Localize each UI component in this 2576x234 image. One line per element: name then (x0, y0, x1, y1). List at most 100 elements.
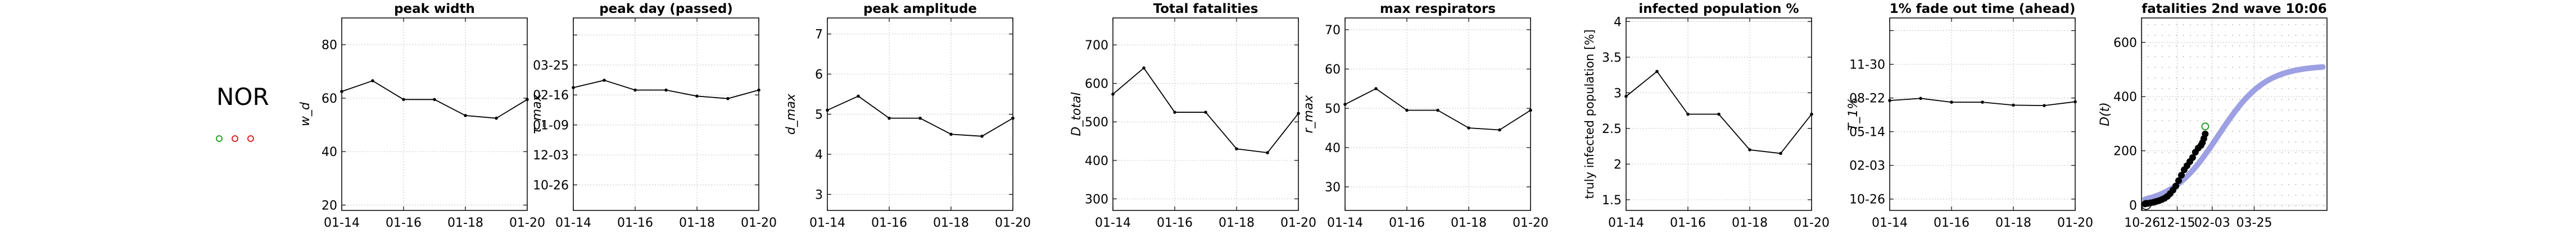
grid-dot (2281, 131, 2283, 132)
grid-dot (2204, 120, 2205, 121)
grid-dot (2168, 141, 2170, 143)
grid-dot (2253, 120, 2254, 121)
plot-area (1345, 18, 1531, 210)
grid-dot (2239, 35, 2240, 36)
y-tick-label: 03-25 (533, 59, 569, 73)
y-tick-label: 60 (322, 92, 337, 106)
grid-dot (2267, 56, 2269, 57)
grid-dot (2274, 141, 2275, 143)
grid-dot (2225, 163, 2226, 164)
grid-dot (2260, 173, 2261, 175)
grid-dot (2183, 24, 2184, 25)
grid-dot (2225, 205, 2226, 207)
grid-dot (2154, 163, 2156, 164)
grid-dot (2267, 45, 2269, 47)
grid-dot (2211, 120, 2212, 121)
grid-dot (2239, 56, 2240, 57)
grid-dot (2168, 24, 2170, 25)
grid-dot (2162, 109, 2163, 111)
grid-dot (2197, 77, 2198, 79)
x-tick-label: 01-16 (871, 216, 907, 230)
grid-dot (2246, 205, 2247, 207)
grid-dot (2281, 35, 2283, 36)
grid-dot (2225, 184, 2226, 185)
x-tick-label: 01-14 (324, 216, 360, 230)
axes-frame (1889, 17, 2076, 211)
grid-dot (2260, 99, 2261, 100)
grid-dot (2323, 120, 2325, 121)
grid-dot (2267, 195, 2269, 196)
y-tick-label: 80 (322, 39, 337, 53)
grid-dot (2267, 173, 2269, 175)
data-point (2189, 154, 2196, 161)
data-point (603, 79, 606, 82)
grid-dot (2154, 67, 2156, 68)
grid-dot (2295, 131, 2297, 132)
grid-dot (2267, 131, 2269, 132)
grid-dot (2281, 88, 2283, 89)
grid-dot (2211, 99, 2212, 100)
grid-dot (2323, 163, 2325, 164)
grid-dot (2246, 35, 2247, 36)
grid-dot (2274, 184, 2275, 185)
y-tick-label: 3.5 (1602, 51, 1622, 65)
grid-dot (2302, 35, 2303, 36)
status-markers (216, 135, 254, 142)
x-tick-label: 01-20 (2057, 216, 2093, 230)
grid-dot (2148, 35, 2149, 36)
data-point (1981, 100, 1984, 104)
grid-dot (2197, 45, 2198, 47)
grid-dot (2148, 131, 2149, 132)
grid-dot (2148, 109, 2149, 111)
grid-dot (2211, 35, 2212, 36)
grid-dot (2295, 173, 2297, 175)
grid-dot (2316, 195, 2317, 196)
chart-title: fatalities 2nd wave 10:06 (2142, 2, 2326, 16)
grid-dot (2168, 77, 2170, 79)
x-tick-label: 03-25 (2237, 216, 2272, 230)
grid-dot (2316, 184, 2317, 185)
y-tick-label: 1.5 (1602, 194, 1622, 208)
grid-dot (2316, 88, 2317, 89)
grid-dot (2183, 99, 2184, 100)
data-point (2177, 172, 2185, 179)
grid-dot (2204, 99, 2205, 100)
grid-dot (2295, 120, 2297, 121)
grid-dot (2267, 163, 2269, 164)
chart-title: peak amplitude (863, 2, 977, 16)
grid-dot (2154, 56, 2156, 57)
grid-dot (2148, 184, 2149, 185)
grid-dot (2211, 173, 2212, 175)
grid-dot (2288, 120, 2289, 121)
chart-panel-4: Total fatalities 300 400 500 600 700 01-14 01-1… (1070, 2, 1316, 230)
plot-area (1113, 18, 1298, 210)
grid-dot (2190, 35, 2191, 36)
data-point (1436, 108, 1439, 112)
data-point (726, 97, 730, 100)
x-tick-label: 01-20 (995, 216, 1031, 230)
y-tick-label: 02-03 (1849, 159, 1885, 173)
data-point (1405, 108, 1409, 112)
grid-dot (2225, 109, 2226, 111)
grid-dot (2162, 173, 2163, 175)
grid-dot (2218, 205, 2219, 207)
grid-dot (2197, 24, 2198, 25)
grid-dot (2295, 141, 2297, 143)
grid-dot (2288, 131, 2289, 132)
x-tick-label: 01-14 (1095, 216, 1131, 230)
x-tick-label: 01-18 (1732, 216, 1768, 230)
grid-dot (2274, 173, 2275, 175)
grid-dot (2267, 152, 2269, 153)
grid-dot (2239, 67, 2240, 68)
grid-dot (2190, 24, 2191, 25)
grid-dot (2162, 131, 2163, 132)
grid-dot (2302, 88, 2303, 89)
data-point (1235, 147, 1238, 151)
grid-dot (2295, 77, 2297, 79)
grid-dot (2239, 120, 2240, 121)
grid-dot (2204, 56, 2205, 57)
y-tick-label: 500 (1085, 116, 1108, 130)
y-tick-label: 400 (1085, 154, 1108, 168)
grid-dot (2267, 88, 2269, 89)
axes-frame (341, 17, 528, 211)
